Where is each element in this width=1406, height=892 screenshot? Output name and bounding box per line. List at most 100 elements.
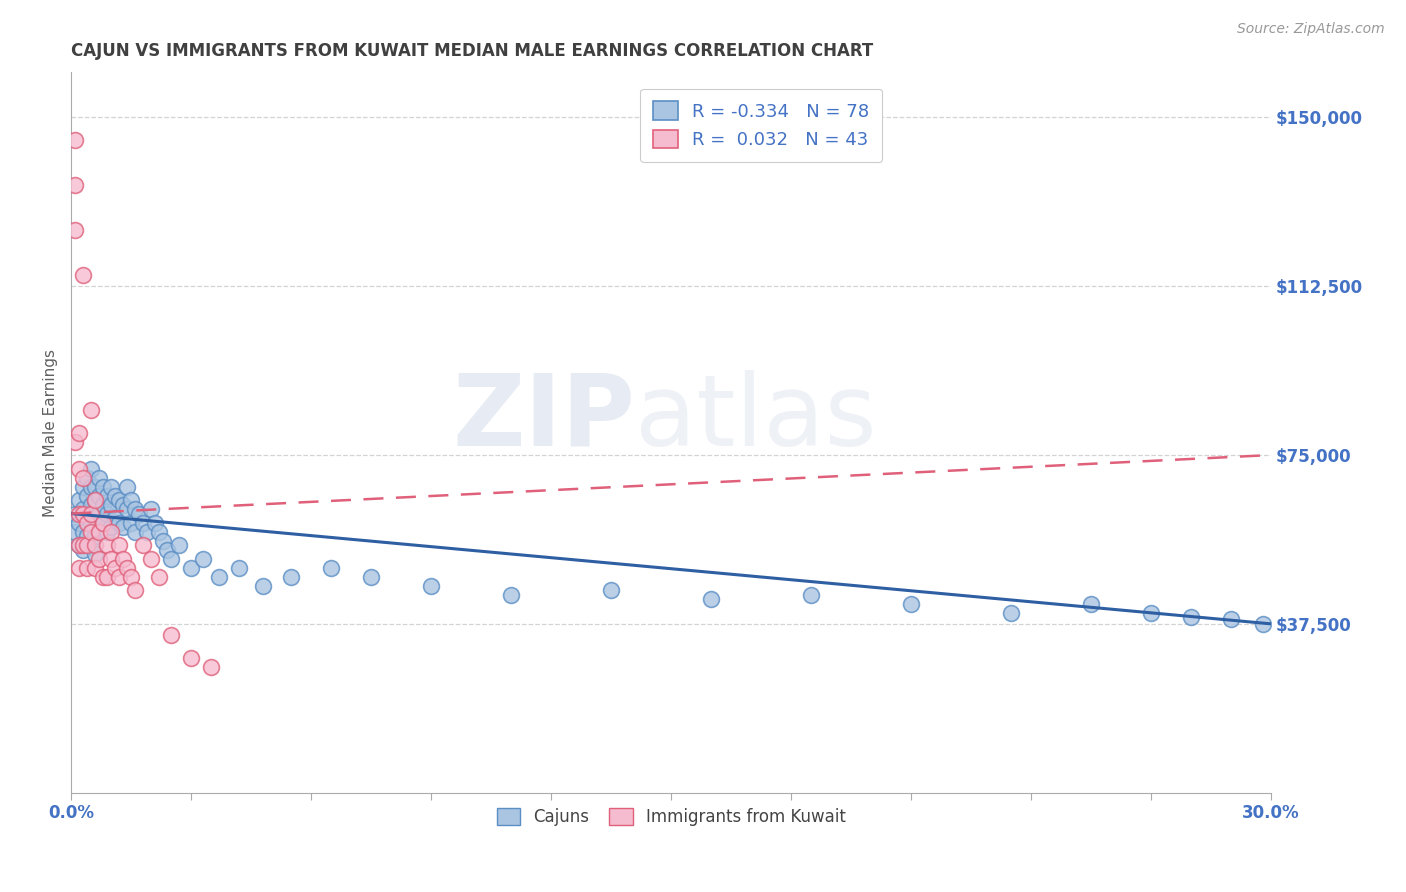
Point [80,524,103,539]
Point [89,489,111,503]
Point [76,489,98,503]
Point [84,529,107,543]
Point [84,493,107,508]
Point [120,516,142,530]
Point [208,569,231,583]
Point [76,507,98,521]
Text: CAJUN VS IMMIGRANTS FROM KUWAIT MEDIAN MALE EARNINGS CORRELATION CHART: CAJUN VS IMMIGRANTS FROM KUWAIT MEDIAN M… [72,42,873,60]
Point [180,650,202,665]
Point [91,498,114,512]
Point [80,479,103,493]
Point [600,583,623,598]
Text: ZIP: ZIP [453,369,636,467]
Point [108,569,131,583]
Point [108,538,131,552]
Point [76,470,98,484]
Point [80,516,103,530]
Point [1219,612,1241,626]
Point [148,569,170,583]
Point [1180,610,1202,624]
Point [420,578,443,592]
Point [65,524,87,539]
Point [80,507,103,521]
Point [80,403,103,417]
Point [84,560,107,574]
Point [76,516,98,530]
Point [152,533,174,548]
Point [132,516,155,530]
Point [108,516,131,530]
Point [91,516,114,530]
Point [117,502,139,516]
Point [72,538,94,552]
Point [160,628,183,642]
Point [67,493,90,508]
Point [120,493,142,508]
Point [321,560,343,574]
Point [128,507,150,521]
Point [117,560,139,574]
Point [800,588,823,602]
Point [143,516,166,530]
Point [280,569,302,583]
Point [72,268,94,282]
Point [112,498,135,512]
Point [72,479,94,493]
Point [100,551,122,566]
Point [112,520,135,534]
Point [148,524,170,539]
Point [141,551,163,566]
Point [67,560,90,574]
Point [96,524,118,539]
Point [112,551,135,566]
Point [156,542,179,557]
Point [67,538,90,552]
Point [72,507,94,521]
Point [84,493,107,508]
Legend: Cajuns, Immigrants from Kuwait: Cajuns, Immigrants from Kuwait [488,800,853,835]
Point [67,516,90,530]
Point [360,569,382,583]
Point [1080,597,1102,611]
Point [72,524,94,539]
Point [76,560,98,574]
Point [67,507,90,521]
Point [124,583,146,598]
Point [124,502,146,516]
Point [91,479,114,493]
Point [84,538,107,552]
Point [84,511,107,525]
Point [200,659,222,673]
Point [96,489,118,503]
Point [100,524,122,539]
Point [1000,606,1022,620]
Point [89,524,111,539]
Point [89,551,111,566]
Point [80,538,103,552]
Point [65,434,87,449]
Point [100,498,122,512]
Point [65,133,87,147]
Point [84,547,107,561]
Point [160,551,183,566]
Point [120,569,142,583]
Point [169,538,191,552]
Point [72,502,94,516]
Point [84,479,107,493]
Point [80,498,103,512]
Point [76,538,98,552]
Point [104,560,127,574]
Text: atlas: atlas [636,369,877,467]
Point [76,529,98,543]
Point [252,578,274,592]
Point [136,524,159,539]
Point [117,479,139,493]
Point [501,588,523,602]
Point [193,551,215,566]
Point [65,178,87,192]
Point [96,507,118,521]
Point [1251,616,1274,631]
Point [89,470,111,484]
Point [89,507,111,521]
Point [104,511,127,525]
